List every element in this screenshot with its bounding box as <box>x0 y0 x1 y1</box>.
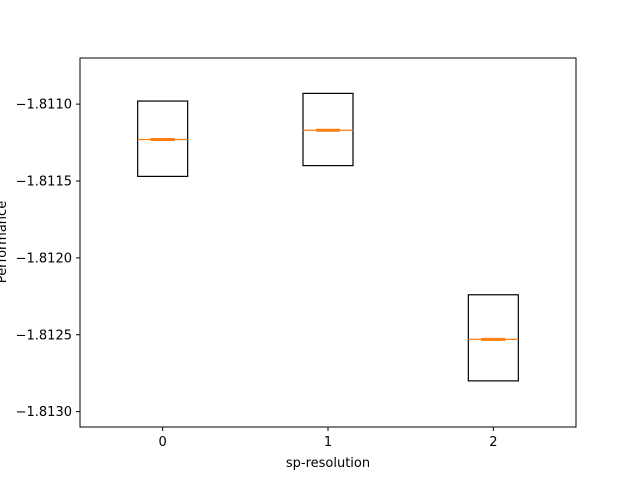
y-axis-ticks: −1.8110 −1.8115 −1.8120 −1.8125 −1.8130 <box>16 98 80 420</box>
y-tick-label-2: −1.8120 <box>16 251 72 266</box>
plot-area <box>80 58 576 427</box>
plot-frame <box>79 57 577 428</box>
box-marks <box>137 92 519 382</box>
x-axis-label: sp-resolution <box>286 456 370 471</box>
y-tick-label-0: −1.8110 <box>16 98 72 113</box>
y-tick-label-1: −1.8115 <box>16 175 72 190</box>
y-axis-label: Performance <box>0 201 10 283</box>
box-1 <box>302 92 354 167</box>
x-tick-label-2: 2 <box>489 435 497 450</box>
box-0 <box>137 100 189 177</box>
y-tick-label-4: −1.8130 <box>16 405 72 420</box>
y-tick-label-3: −1.8125 <box>16 328 72 343</box>
x-tick-label-0: 0 <box>159 435 167 450</box>
x-axis-ticks: 0 1 2 <box>159 427 497 450</box>
x-tick-label-1: 1 <box>324 435 332 450</box>
box-2 <box>467 294 519 382</box>
